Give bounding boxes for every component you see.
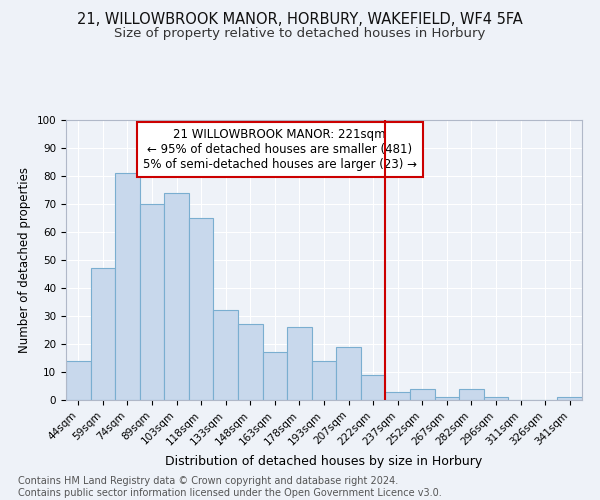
Text: 21 WILLOWBROOK MANOR: 221sqm
← 95% of detached houses are smaller (481)
5% of se: 21 WILLOWBROOK MANOR: 221sqm ← 95% of de…: [143, 128, 417, 172]
Text: 21, WILLOWBROOK MANOR, HORBURY, WAKEFIELD, WF4 5FA: 21, WILLOWBROOK MANOR, HORBURY, WAKEFIEL…: [77, 12, 523, 28]
Text: Size of property relative to detached houses in Horbury: Size of property relative to detached ho…: [115, 28, 485, 40]
Y-axis label: Number of detached properties: Number of detached properties: [18, 167, 31, 353]
Bar: [484, 397, 508, 400]
Bar: [336, 347, 361, 400]
Bar: [164, 193, 189, 400]
Bar: [434, 397, 459, 400]
Text: Contains HM Land Registry data © Crown copyright and database right 2024.
Contai: Contains HM Land Registry data © Crown c…: [18, 476, 442, 498]
Bar: [385, 392, 410, 400]
Bar: [557, 397, 582, 400]
Bar: [410, 389, 434, 400]
Bar: [140, 204, 164, 400]
Bar: [459, 389, 484, 400]
Bar: [361, 375, 385, 400]
Bar: [91, 268, 115, 400]
Bar: [66, 361, 91, 400]
Bar: [312, 361, 336, 400]
Bar: [115, 173, 140, 400]
Bar: [214, 310, 238, 400]
Bar: [238, 324, 263, 400]
Bar: [287, 327, 312, 400]
X-axis label: Distribution of detached houses by size in Horbury: Distribution of detached houses by size …: [166, 455, 482, 468]
Bar: [263, 352, 287, 400]
Bar: [189, 218, 214, 400]
